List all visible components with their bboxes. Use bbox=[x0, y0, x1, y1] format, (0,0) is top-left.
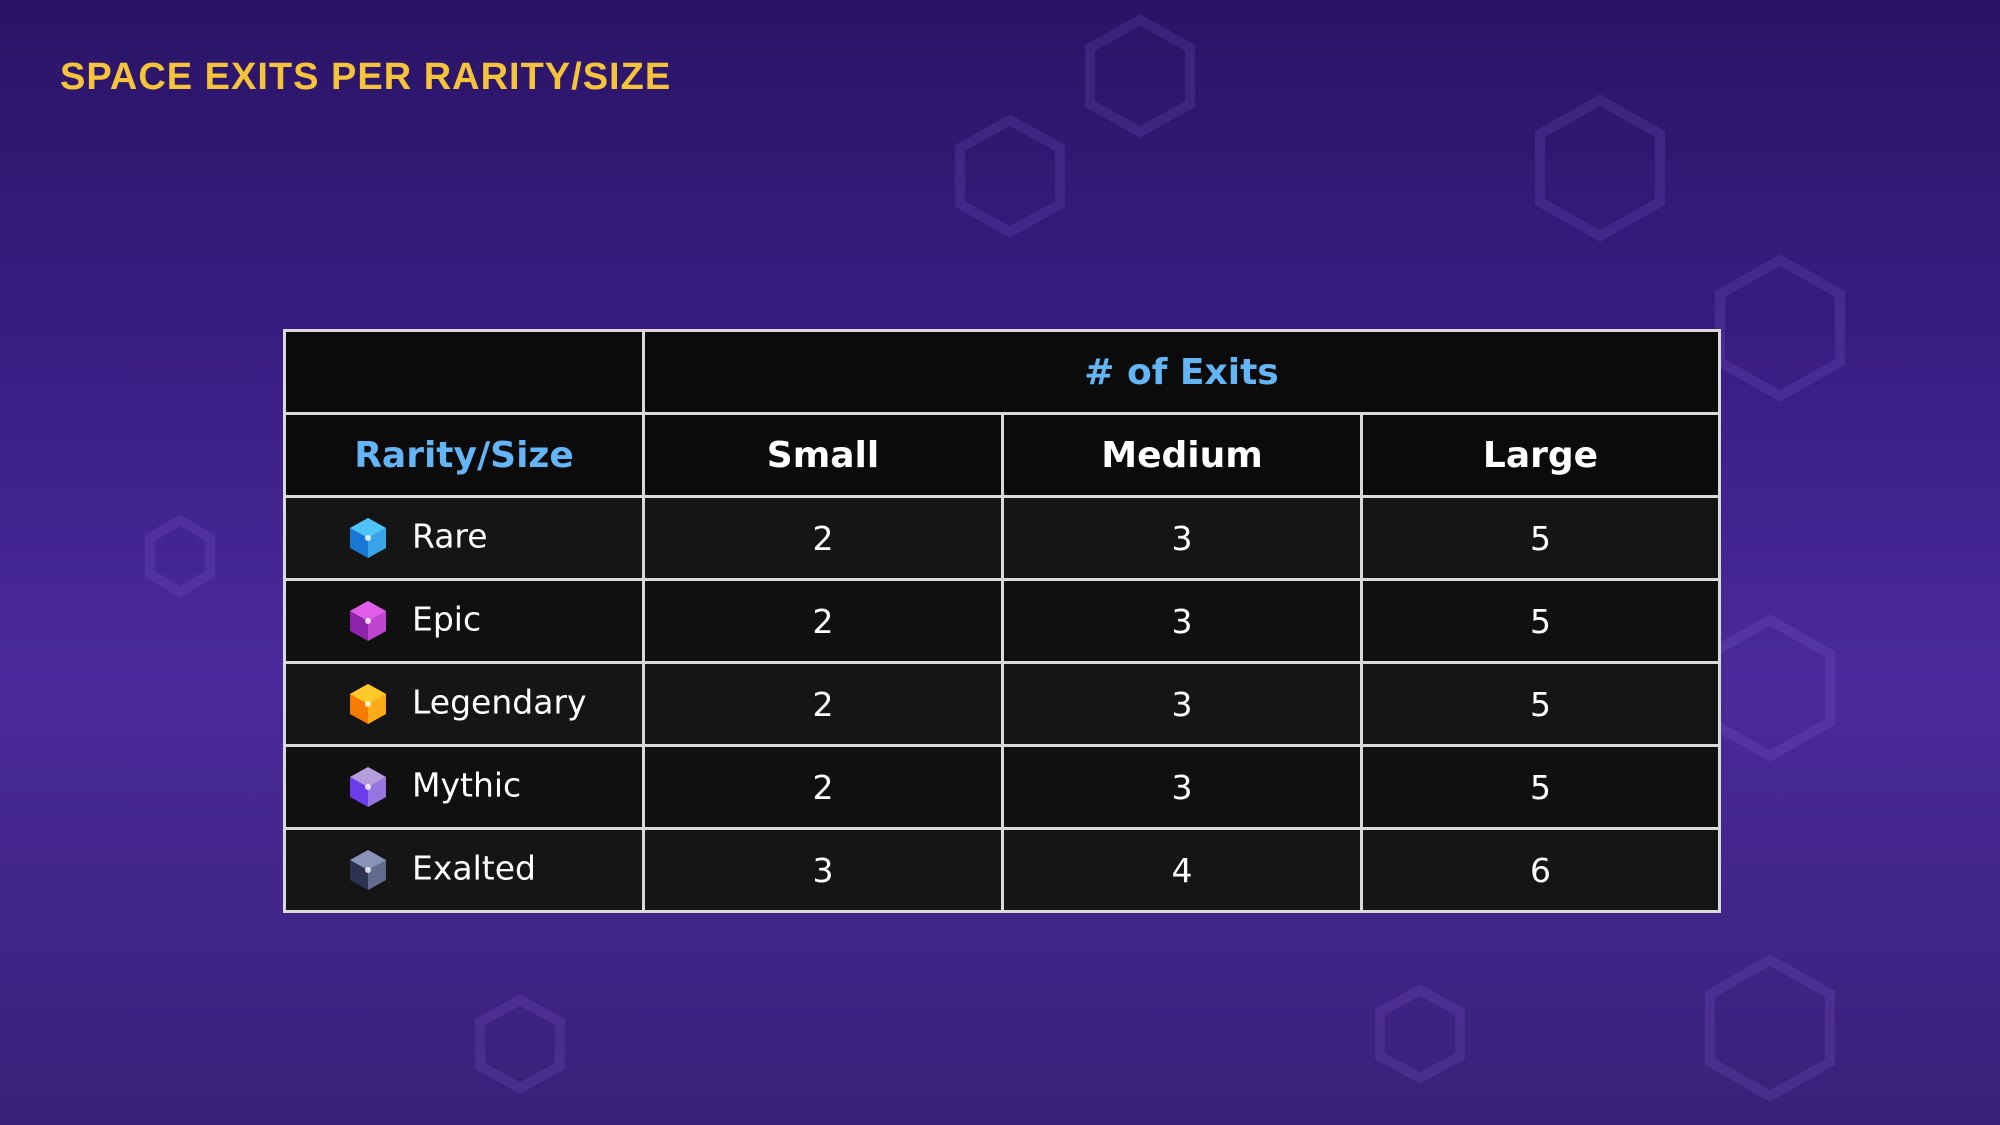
value-cell: 2 bbox=[642, 744, 1004, 830]
value-cell: 3 bbox=[1001, 495, 1363, 581]
value-cell: 5 bbox=[1359, 744, 1722, 830]
value-cell: 5 bbox=[1359, 495, 1722, 581]
table-row: Epic 2 3 5 bbox=[283, 578, 1722, 664]
value-cell: 2 bbox=[642, 495, 1004, 581]
value-cell: 3 bbox=[1001, 661, 1363, 747]
rarity-icon bbox=[350, 850, 386, 890]
table-row: Legendary 2 3 5 bbox=[283, 661, 1722, 747]
rarity-cell: Mythic bbox=[283, 744, 645, 830]
table-row: Mythic 2 3 5 bbox=[283, 744, 1722, 830]
value-cell: 3 bbox=[642, 827, 1004, 913]
column-header: Medium bbox=[1001, 412, 1363, 498]
table-row: Rare 2 3 5 bbox=[283, 495, 1722, 581]
page-title: SPACE EXITS PER RARITY/SIZE bbox=[60, 56, 672, 98]
rarity-cell: Legendary bbox=[283, 661, 645, 747]
rarity-cell: Epic bbox=[283, 578, 645, 664]
value-cell: 4 bbox=[1001, 827, 1363, 913]
value-cell: 3 bbox=[1001, 744, 1363, 830]
column-header: Rarity/Size bbox=[283, 412, 645, 498]
rarity-cell: Rare bbox=[283, 495, 645, 581]
rarity-icon bbox=[350, 684, 386, 724]
rarity-cell: Exalted bbox=[283, 827, 645, 913]
value-cell: 2 bbox=[642, 578, 1004, 664]
value-cell: 2 bbox=[642, 661, 1004, 747]
value-cell: 3 bbox=[1001, 578, 1363, 664]
header-row: # of Exits bbox=[283, 329, 1722, 415]
table-row: Exalted 3 4 6 bbox=[283, 827, 1722, 913]
rarity-icon bbox=[350, 518, 386, 558]
column-header: Small bbox=[642, 412, 1004, 498]
rarity-name: Exalted bbox=[412, 848, 536, 888]
column-header: Large bbox=[1359, 412, 1722, 498]
value-cell: 5 bbox=[1359, 661, 1722, 747]
group-header: # of Exits bbox=[641, 329, 1722, 415]
rarity-icon bbox=[350, 767, 386, 807]
value-cell: 5 bbox=[1359, 578, 1722, 664]
rarity-icon bbox=[350, 601, 386, 641]
rarity-name: Epic bbox=[412, 599, 482, 639]
value-cell: 6 bbox=[1359, 827, 1722, 913]
header-row: Rarity/Size Small Medium Large bbox=[283, 412, 1722, 498]
rarity-name: Rare bbox=[412, 516, 488, 556]
rarity-name: Mythic bbox=[412, 765, 522, 805]
rarity-name: Legendary bbox=[412, 682, 587, 722]
empty-cell bbox=[283, 329, 645, 415]
exits-table: # of Exits Rarity/Size Small Medium Large Ra… bbox=[283, 329, 1722, 913]
